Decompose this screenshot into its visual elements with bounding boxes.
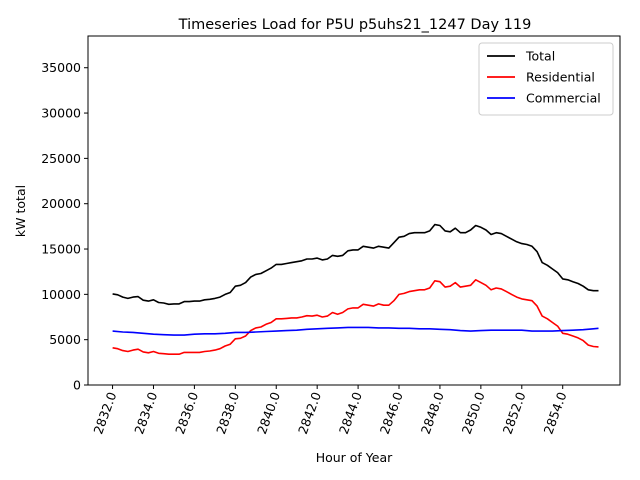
x-tick-label: 2842.0 (295, 390, 324, 436)
y-tick-label: 15000 (41, 242, 81, 257)
x-tick-label: 2840.0 (254, 390, 283, 436)
x-tick-label: 2850.0 (459, 390, 488, 436)
y-tick-label: 25000 (41, 151, 81, 166)
legend-box (478, 42, 614, 116)
legend: Total Residential Commercial (478, 42, 614, 116)
y-tick-label: 5000 (49, 332, 81, 347)
legend-label-commercial: Commercial (526, 91, 601, 106)
legend-label-residential: Residential (526, 70, 595, 85)
plot-frame (87, 35, 621, 386)
x-axis: 2832.0 2834.0 2836.0 2838.0 2840.0 2842.0 2844… (90, 385, 570, 436)
y-tick-label: 0 (73, 378, 81, 393)
x-tick-label: 2846.0 (377, 390, 406, 436)
y-axis: 0 5000 10000 15000 20000 25000 30000 35000 (41, 60, 88, 393)
x-tick-label: 2848.0 (418, 390, 447, 436)
legend-label-total: Total (525, 49, 555, 64)
x-tick-label: 2834.0 (131, 390, 160, 436)
y-tick-label: 30000 (41, 106, 81, 121)
x-tick-label: 2838.0 (213, 390, 242, 436)
x-tick-label: 2832.0 (90, 390, 119, 436)
y-tick-label: 10000 (41, 287, 81, 302)
y-tick-label: 35000 (41, 60, 81, 75)
x-tick-label: 2852.0 (500, 390, 529, 436)
series-line-residential (112, 278, 599, 356)
y-tick-label: 20000 (41, 196, 81, 211)
x-tick-label: 2844.0 (336, 390, 365, 436)
chart-title: Timeseries Load for P5U p5uhs21_1247 Day… (178, 17, 532, 33)
y-axis-label: kW total (13, 185, 28, 237)
series-layer (112, 223, 599, 356)
series-line-commercial (112, 326, 599, 336)
series-line-total (112, 223, 599, 306)
x-tick-label: 2854.0 (540, 390, 569, 436)
x-axis-label: Hour of Year (316, 450, 393, 465)
x-tick-label: 2836.0 (172, 390, 201, 436)
